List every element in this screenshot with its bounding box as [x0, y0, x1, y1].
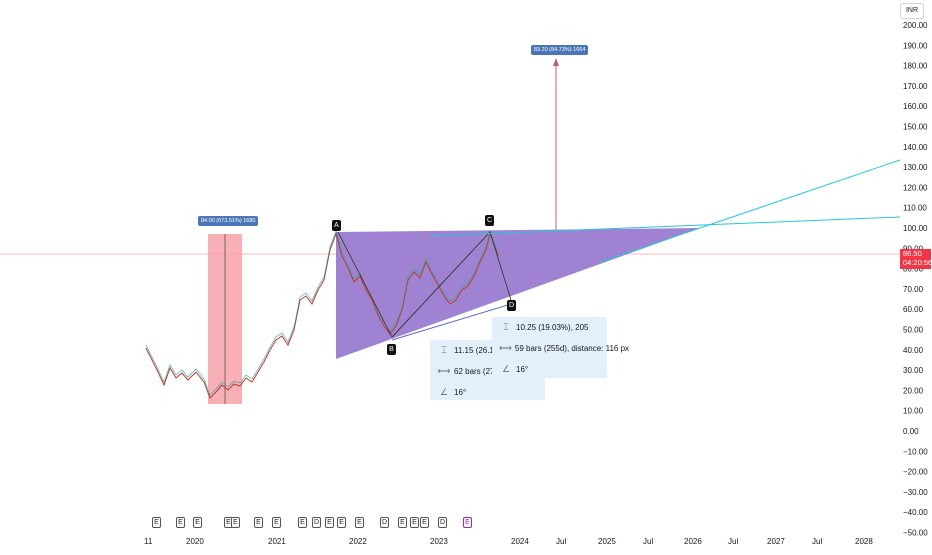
- info-right-bars: 59 bars (255d), distance: 116 px: [514, 344, 630, 353]
- point-a-label[interactable]: A: [332, 220, 341, 231]
- y-tick-label: 50.00: [903, 326, 924, 335]
- event-marker[interactable]: E: [355, 517, 364, 528]
- y-tick-label: 60.00: [903, 305, 924, 314]
- x-tick-label: 2022: [349, 537, 367, 546]
- event-marker[interactable]: E: [272, 517, 281, 528]
- y-tick-label: 190.00: [903, 41, 928, 50]
- price-range-icon: ⌶: [503, 322, 509, 332]
- event-marker[interactable]: E: [231, 517, 240, 528]
- y-tick-label: −50.00: [903, 529, 928, 538]
- y-tick-label: 200.00: [903, 21, 928, 30]
- event-marker[interactable]: E: [325, 517, 334, 528]
- bars-range-icon: ⟷: [437, 366, 451, 376]
- y-tick-label: −40.00: [903, 508, 928, 517]
- event-marker[interactable]: E: [176, 517, 185, 528]
- y-tick-label: 170.00: [903, 82, 928, 91]
- x-tick-label: Jul: [728, 537, 738, 546]
- x-tick-label: 11: [144, 537, 153, 546]
- lower-trendline[interactable]: [391, 303, 512, 341]
- y-tick-label: 180.00: [903, 62, 928, 71]
- x-tick-label: Jul: [556, 537, 566, 546]
- x-tick-label: Jul: [812, 537, 822, 546]
- current-price-countdown: 04:20:56: [903, 258, 932, 267]
- x-tick-label: 2021: [268, 537, 286, 546]
- trendline-rising[interactable]: [599, 159, 901, 263]
- x-tick-label: 2020: [186, 537, 204, 546]
- event-marker[interactable]: E: [193, 517, 202, 528]
- current-price-value: 86.50: [903, 249, 922, 258]
- y-tick-label: 0.00: [903, 427, 919, 436]
- y-tick-label: 160.00: [903, 102, 928, 111]
- event-marker[interactable]: E: [337, 517, 346, 528]
- info-right-angle-row: ∠ 16°: [492, 359, 607, 380]
- y-tick-label: 80.00: [903, 265, 924, 274]
- measure-badge-left: 84.00 (673.51%) 1680: [198, 216, 259, 226]
- x-tick-label: 2025: [598, 537, 616, 546]
- y-tick-label: 90.00: [903, 244, 924, 253]
- y-tick-label: 30.00: [903, 366, 924, 375]
- projection-arrow-head: [553, 58, 559, 66]
- info-right-price-row: ⌶ 10.25 (19.03%), 205: [492, 317, 607, 338]
- info-left-angle: 16°: [454, 388, 467, 397]
- y-tick-label: 10.00: [903, 407, 924, 416]
- info-left-price: 11.15 (26.17%),: [454, 346, 511, 355]
- info-box-right: ⌶ 10.25 (19.03%), 205 ⟷ 59 bars (255d), …: [492, 317, 629, 380]
- currency-label[interactable]: INR: [900, 3, 924, 19]
- event-marker[interactable]: D: [438, 517, 447, 528]
- x-tick-label: 2023: [430, 537, 448, 546]
- y-tick-label: 150.00: [903, 123, 928, 132]
- price-series-line: [145, 232, 499, 399]
- time-axis[interactable]: 11 2020 2021 2022 2023 2024 Jul 2025 Jul 2026 Jul 2…: [144, 537, 873, 546]
- event-marker[interactable]: D: [312, 517, 321, 528]
- x-tick-label: 2026: [684, 537, 702, 546]
- info-left-price-row: ⌶ 11.15 (26.17%),: [430, 340, 545, 361]
- y-tick-label: 130.00: [903, 163, 928, 172]
- point-b-label[interactable]: B: [387, 344, 396, 355]
- event-marker[interactable]: D: [380, 517, 389, 528]
- y-tick-label: −30.00: [903, 488, 928, 497]
- angle-icon: ∠: [501, 364, 511, 374]
- measure-badge-top: 83.20 (84.73%) 1664: [531, 45, 589, 55]
- angle-icon: ∠: [439, 387, 449, 397]
- info-right-bars-row: ⟷ 59 bars (255d), distance: 116 px: [492, 338, 629, 359]
- price-series-candles: [145, 230, 499, 396]
- bars-range-icon: ⟷: [499, 343, 512, 353]
- info-right-price: 10.25 (19.03%), 205: [516, 323, 589, 332]
- y-tick-label: 20.00: [903, 386, 924, 395]
- price-axis[interactable]: 200.00 190.00 180.00 170.00 160.00 150.00 140.…: [903, 21, 928, 538]
- info-right-angle: 16°: [516, 365, 529, 374]
- y-tick-label: 100.00: [903, 224, 928, 233]
- trendline-upper[interactable]: [429, 216, 901, 237]
- y-tick-label: 140.00: [903, 143, 928, 152]
- event-marker[interactable]: E: [463, 517, 472, 528]
- y-tick-label: 70.00: [903, 285, 924, 294]
- y-tick-label: 40.00: [903, 346, 924, 355]
- event-marker[interactable]: E: [420, 517, 429, 528]
- abcd-diagonal: [391, 231, 491, 338]
- info-left-bars-row: ⟷ 62 bars (271d),: [430, 361, 545, 382]
- y-tick-label: 110.00: [903, 204, 927, 213]
- point-d-label[interactable]: D: [507, 300, 516, 311]
- info-left-bars: 62 bars (271d),: [454, 367, 509, 376]
- current-price-tag: 86.50 04:20:56: [900, 249, 932, 269]
- x-tick-label: 2028: [855, 537, 873, 546]
- x-tick-label: Jul: [643, 537, 653, 546]
- event-marker[interactable]: E: [152, 517, 161, 528]
- event-marker[interactable]: E: [410, 517, 419, 528]
- event-marker[interactable]: E: [298, 517, 307, 528]
- info-left-angle-row: ∠ 16°: [430, 382, 545, 403]
- y-tick-label: −10.00: [903, 447, 928, 456]
- price-range-icon: ⌶: [441, 345, 447, 355]
- x-tick-label: 2024: [511, 537, 529, 546]
- y-tick-label: 120.00: [903, 183, 928, 192]
- x-tick-label: 2027: [767, 537, 785, 546]
- event-marker[interactable]: E: [398, 517, 407, 528]
- y-tick-label: −20.00: [903, 468, 928, 477]
- event-marker[interactable]: E: [254, 517, 263, 528]
- point-c-label[interactable]: C: [485, 215, 494, 226]
